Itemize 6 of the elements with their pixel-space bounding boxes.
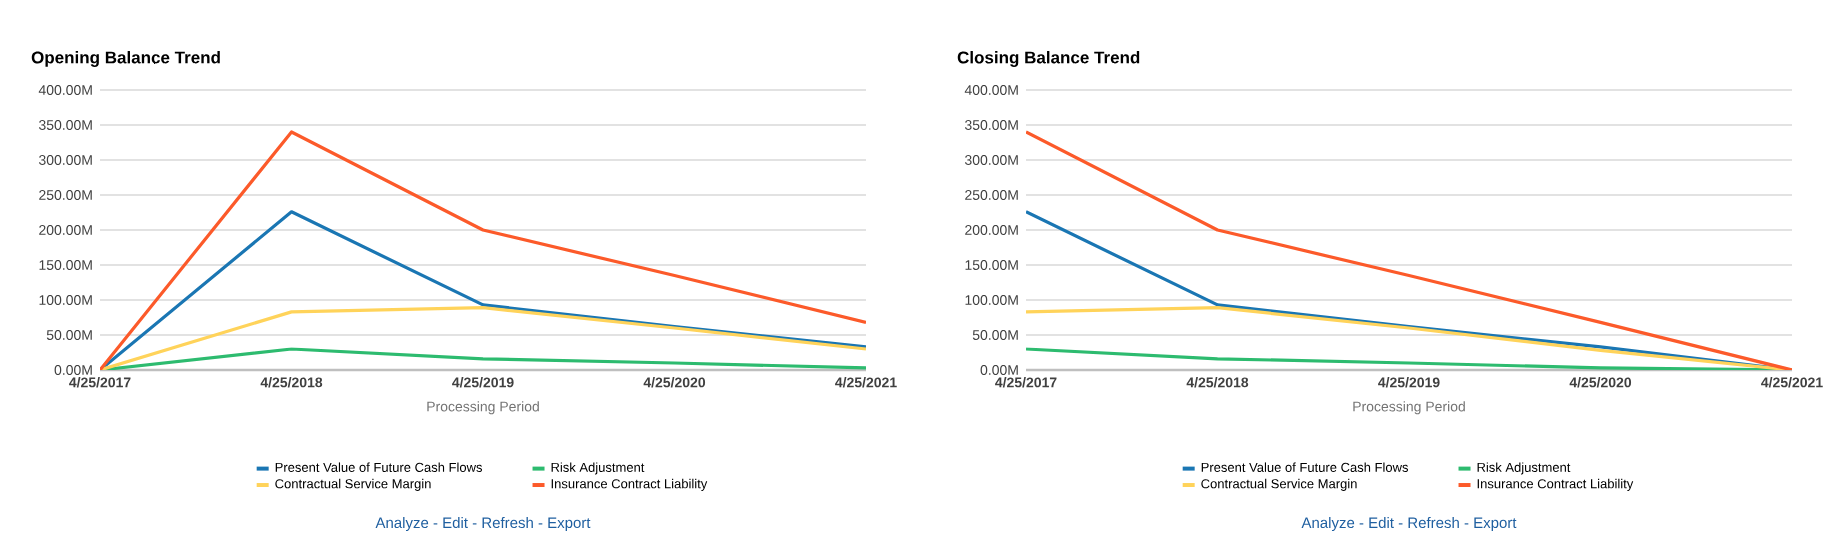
line-series	[100, 306, 866, 370]
line-series	[1026, 130, 1792, 370]
line-series	[100, 130, 866, 370]
chart-title: Opening Balance Trend	[31, 51, 220, 67]
line-series	[100, 210, 866, 370]
chart-title: Closing Balance Trend	[957, 51, 1140, 67]
